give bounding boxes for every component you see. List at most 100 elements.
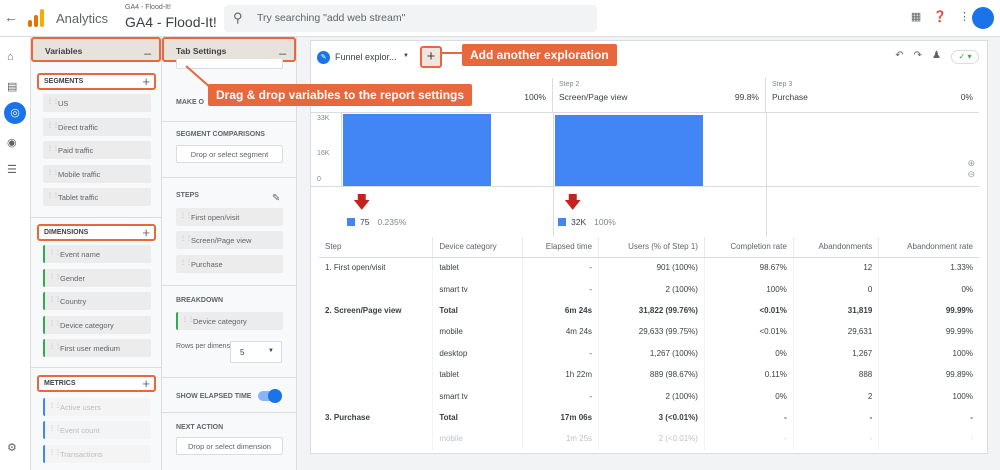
column-header[interactable]: Users (% of Step 1) xyxy=(598,237,705,258)
redo-icon[interactable]: ↷ xyxy=(913,50,923,61)
segments-header: SEGMENTS + xyxy=(37,73,156,90)
metric-chip[interactable]: ⋮⋮ Transactions xyxy=(43,445,151,463)
dimension-chip[interactable]: ⋮⋮ Device category xyxy=(43,316,151,334)
tab-menu-caret-icon[interactable]: ▼ xyxy=(403,53,409,59)
column-header[interactable]: Completion rate xyxy=(703,237,794,258)
segment-chip[interactable]: ⋮⋮ Direct traffic xyxy=(43,118,151,136)
dimension-chip[interactable]: ⋮⋮ Country xyxy=(43,292,151,310)
segment-chip[interactable]: ⋮⋮ US xyxy=(43,94,151,112)
more-vert-icon[interactable]: ⋮ xyxy=(959,11,970,23)
account-avatar[interactable] xyxy=(972,7,994,29)
table-cell: 1.33% xyxy=(878,257,979,279)
table-cell: - xyxy=(522,257,599,279)
app-name: Analytics xyxy=(56,11,109,26)
funnel-bar[interactable] xyxy=(343,114,491,186)
help-icon[interactable]: ❓ xyxy=(933,11,947,23)
explore-icon[interactable]: ◎ xyxy=(4,102,26,124)
y-tick-label: 33K xyxy=(317,115,330,122)
section-divider xyxy=(31,367,161,368)
segment-chip[interactable]: ⋮⋮ Paid traffic xyxy=(43,141,151,159)
table-cell: 888 xyxy=(792,363,879,386)
table-cell xyxy=(319,428,433,449)
funnel-table: Step Device category Elapsed time Users (% … xyxy=(319,237,979,450)
dimension-chip[interactable]: ⋮⋮ Event name xyxy=(43,245,151,263)
zoom-out-icon[interactable]: ⊖ xyxy=(967,169,975,179)
edit-steps-pencil-icon[interactable]: ✎ xyxy=(272,193,281,204)
dimension-chip[interactable]: ⋮⋮ First user medium xyxy=(43,339,151,357)
step-chip[interactable]: ⋮⋮ First open/visit xyxy=(176,208,283,226)
table-row[interactable]: 2. Screen/Page view Total 6m 24s 31,822 (99… xyxy=(319,299,979,322)
metric-chip[interactable]: ⋮⋮ Active users xyxy=(43,398,151,416)
exploration-tab[interactable]: Funnel explor... xyxy=(335,52,397,62)
chart-baseline xyxy=(311,186,979,187)
back-arrow-icon[interactable]: ← xyxy=(4,9,18,25)
add-exploration-callout: Add another exploration xyxy=(462,44,617,66)
segments-label: SEGMENTS xyxy=(44,78,84,85)
column-header[interactable]: Elapsed time xyxy=(522,237,599,258)
next-action-drop-zone[interactable]: Drop or select dimension xyxy=(176,437,283,455)
column-header[interactable]: Abandonment rate xyxy=(878,237,979,258)
step-chip[interactable]: ⋮⋮ Screen/Page view xyxy=(176,231,283,249)
drop-off-arrow-icon: 🡇 xyxy=(353,193,371,212)
drop-off-value[interactable]: 32K 100% xyxy=(558,217,616,227)
apps-grid-icon[interactable]: ▦ xyxy=(910,11,922,23)
table-row[interactable]: 3. Purchase Total 17m 06s 3 (<0.01%) - - - xyxy=(319,406,979,429)
drag-handle-icon: ⋮⋮ xyxy=(49,297,61,303)
column-header[interactable]: Abandonments xyxy=(792,237,879,258)
table-cell: Total xyxy=(432,406,523,429)
table-cell: 98.67% xyxy=(703,257,794,279)
table-cell: - xyxy=(792,428,879,450)
add-exploration-button[interactable]: + xyxy=(420,46,442,68)
breakdown-chip[interactable]: ⋮⋮ Device category xyxy=(176,312,283,330)
settings-gear-icon[interactable]: ⚙ xyxy=(7,442,17,454)
table-cell: 100% xyxy=(878,342,979,364)
reports-icon[interactable]: ▤ xyxy=(7,81,18,93)
home-icon[interactable]: ⌂ xyxy=(7,51,14,63)
property-subtitle[interactable]: GA4 - Flood-It! xyxy=(125,4,171,11)
minimize-variables-button[interactable]: _ xyxy=(144,41,151,55)
add-metric-button[interactable]: + xyxy=(142,376,150,391)
segment-chip[interactable]: ⋮⋮ Mobile traffic xyxy=(43,165,151,183)
advertising-icon[interactable]: ◉ xyxy=(7,137,17,149)
rows-per-dimension-select[interactable]: 5 ▼ xyxy=(230,341,282,363)
step-name: Purchase xyxy=(772,92,808,102)
elapsed-time-toggle[interactable] xyxy=(258,389,282,403)
table-row[interactable]: smart tv -2 (100%) 100% 0 0% xyxy=(319,278,979,300)
column-header[interactable]: Step xyxy=(319,237,433,258)
column-header[interactable]: Device category xyxy=(432,237,523,258)
segment-chip[interactable]: ⋮⋮ Tablet traffic xyxy=(43,188,151,206)
dimension-chip[interactable]: ⋮⋮ Gender xyxy=(43,269,151,287)
funnel-bar[interactable] xyxy=(555,115,703,186)
zoom-in-icon[interactable]: ⊕ xyxy=(967,158,975,168)
add-segment-button[interactable]: + xyxy=(142,74,150,89)
drop-off-value[interactable]: 75 0.235% xyxy=(347,217,406,227)
technique-field[interactable] xyxy=(176,59,283,69)
metric-chip[interactable]: ⋮⋮ Event count xyxy=(43,421,151,439)
step-name: Screen/Page view xyxy=(559,92,628,102)
table-row[interactable]: desktop -1,267 (100%) 0% 1,267 100% xyxy=(319,342,979,364)
table-cell: 2 (<0.01%) xyxy=(598,428,705,450)
table-row[interactable]: mobile 4m 24s 29,633 (99.75%) <0.01% 29,631 9… xyxy=(319,321,979,343)
table-row[interactable]: smart tv -2 (100%) 0% 2 100% xyxy=(319,385,979,407)
check-status-icon[interactable]: ✓ ▾ xyxy=(951,50,979,64)
drag-handle-icon: ⋮⋮ xyxy=(47,99,59,105)
share-user-icon[interactable]: ♟ xyxy=(932,50,941,61)
undo-icon[interactable]: ↶ xyxy=(895,50,904,61)
configure-icon[interactable]: ☰ xyxy=(7,164,17,176)
table-row[interactable]: tablet 1h 22m 889 (98.67%) 0.11% 888 99.89% xyxy=(319,363,979,386)
table-cell: 100% xyxy=(878,385,979,407)
table-cell: 17m 06s xyxy=(522,406,599,429)
step-chip[interactable]: ⋮⋮ Purchase xyxy=(176,255,283,273)
add-dimension-button[interactable]: + xyxy=(142,225,150,240)
metrics-header: METRICS + xyxy=(37,375,156,392)
drag-handle-icon: ⋮⋮ xyxy=(49,321,61,327)
table-row[interactable]: mobile 1m 25s 2 (<0.01%) - - - xyxy=(319,428,979,450)
property-selector[interactable]: GA4 - Flood-It! xyxy=(125,14,217,30)
steps-label: STEPS xyxy=(176,192,199,199)
segment-drop-zone[interactable]: Drop or select segment xyxy=(176,145,283,163)
table-row[interactable]: 1. First open/visit tablet -901 (100%) 98.6… xyxy=(319,257,979,279)
dimensions-header: DIMENSIONS + xyxy=(37,224,156,241)
table-cell: 0% xyxy=(878,278,979,300)
minimize-tab-settings-button[interactable]: _ xyxy=(279,41,286,55)
search-bar[interactable]: ⚲ Try searching "add web stream" xyxy=(224,5,597,32)
